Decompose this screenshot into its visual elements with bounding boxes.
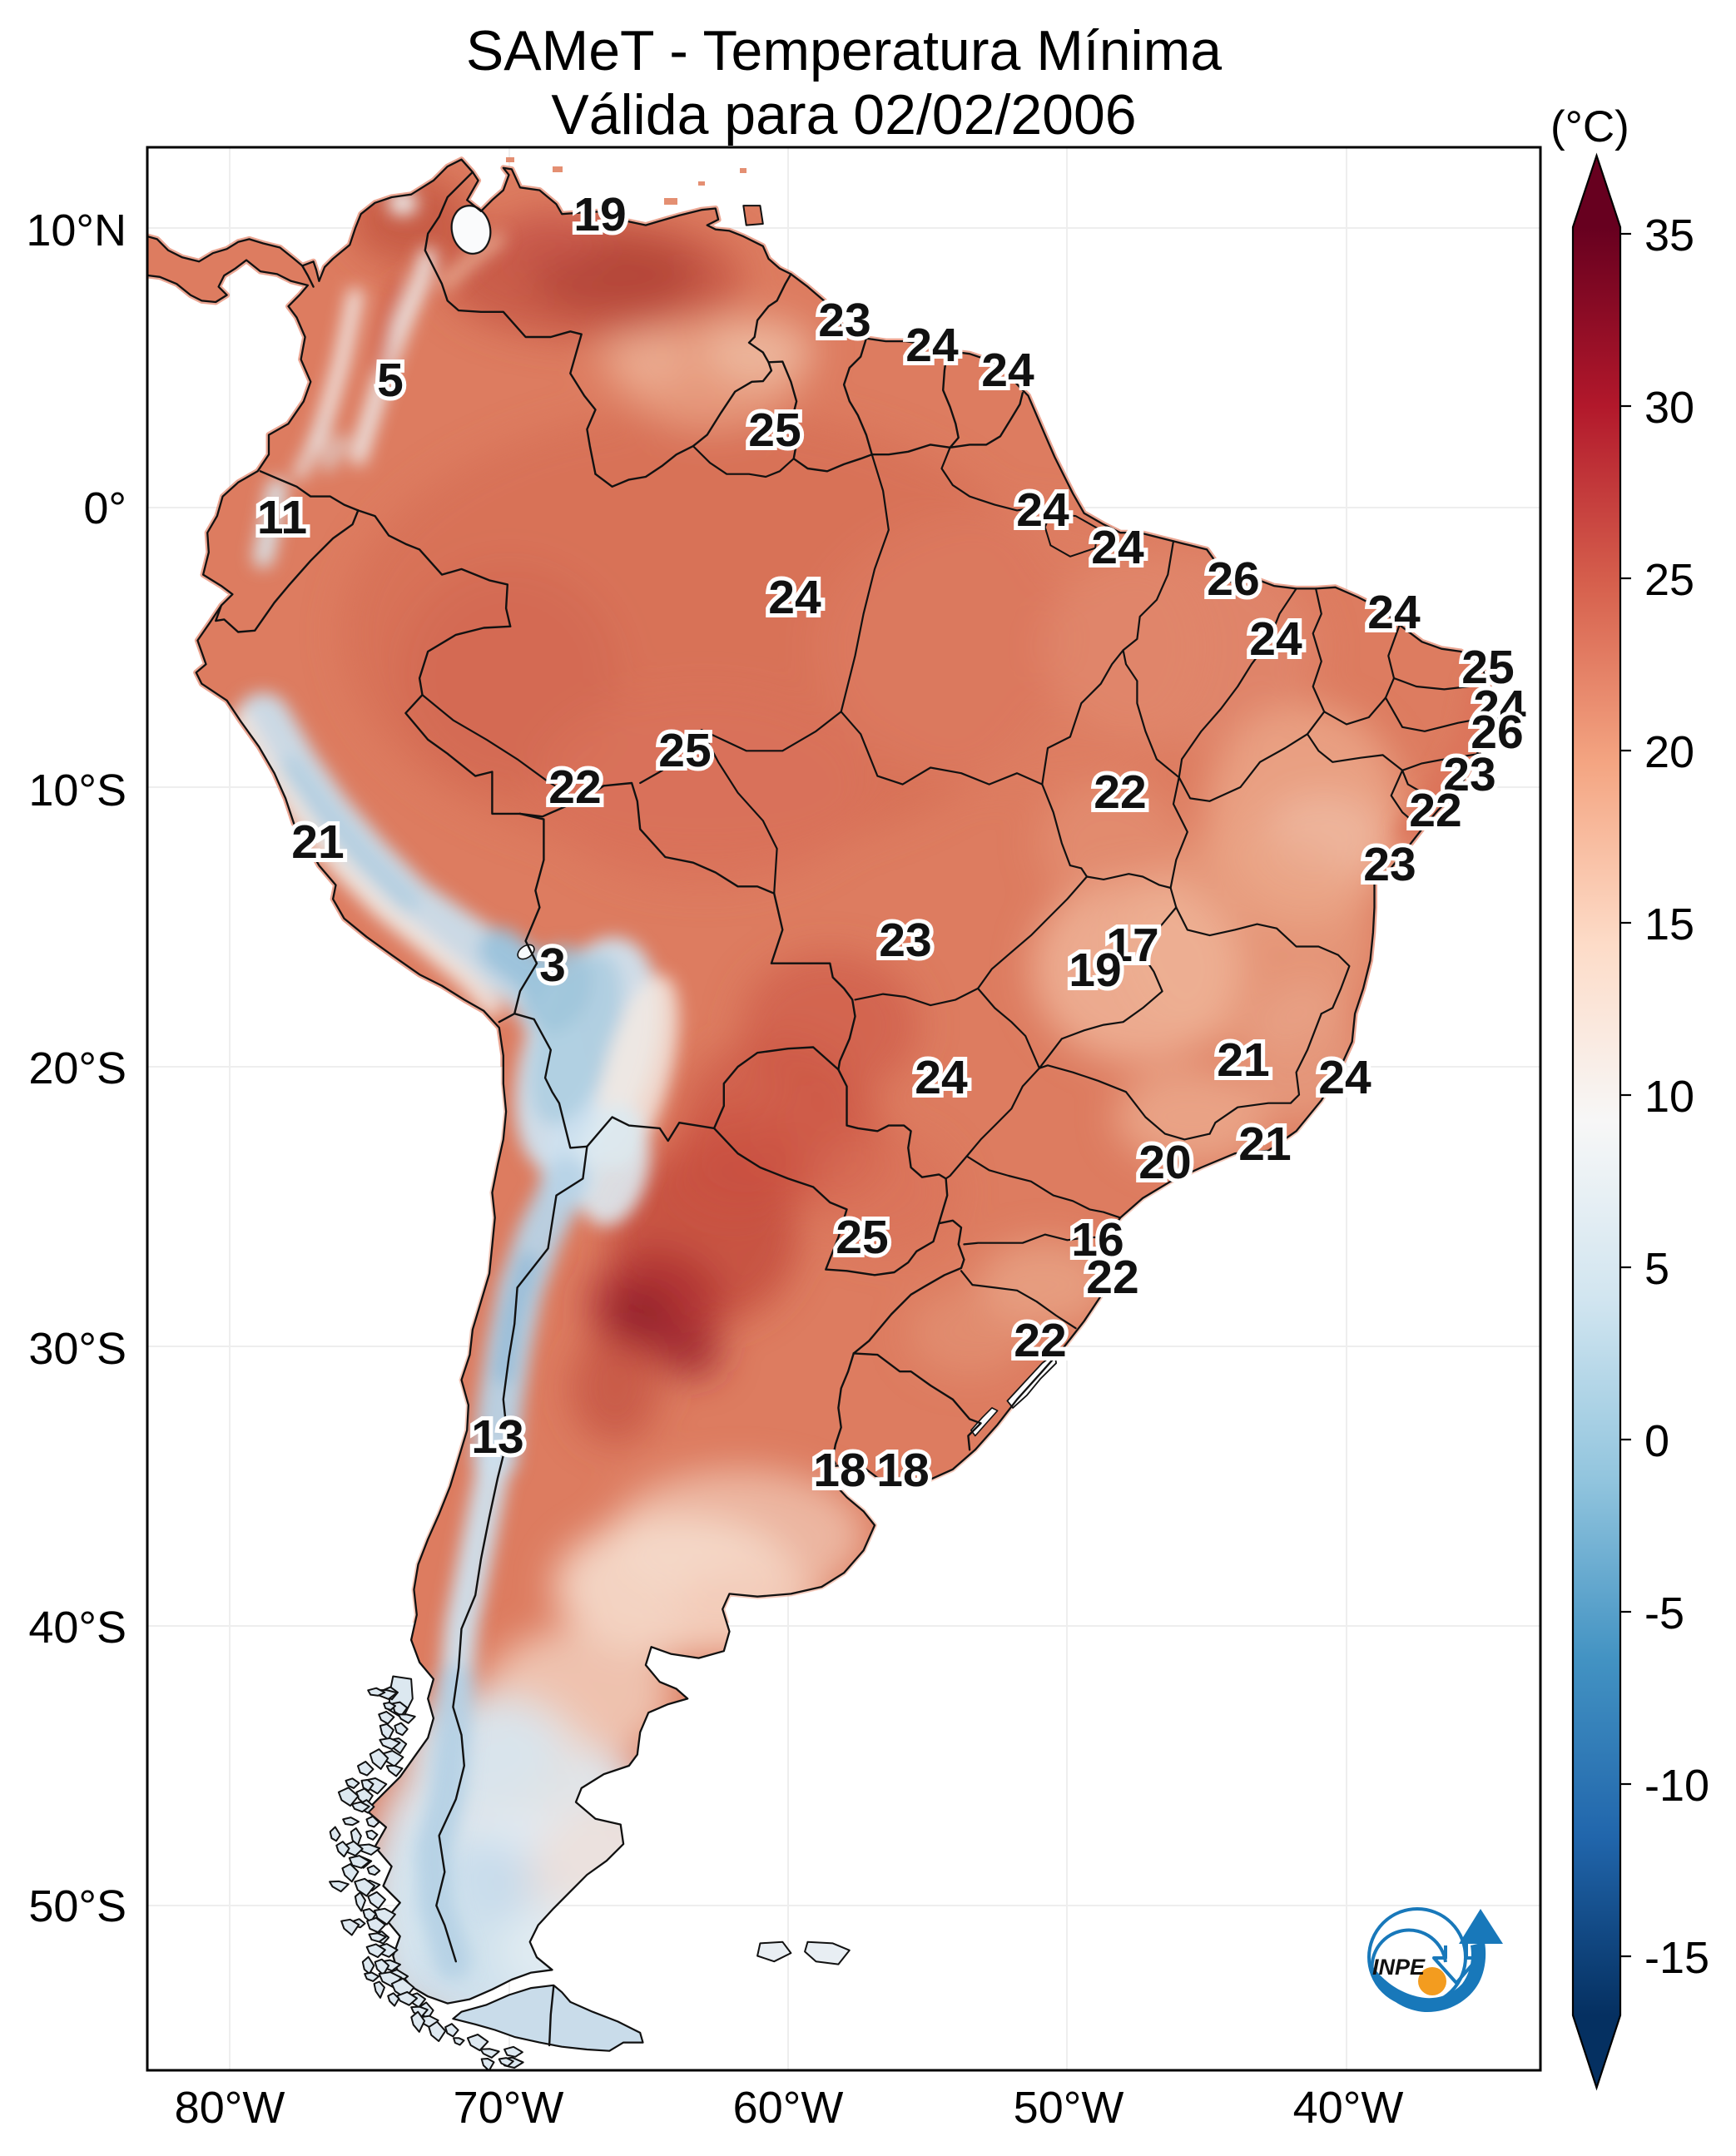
- svg-text:INPE: INPE: [1372, 1955, 1426, 1980]
- svg-text:-10: -10: [1644, 1761, 1709, 1811]
- svg-text:23: 23: [818, 294, 870, 347]
- svg-text:22: 22: [1014, 1314, 1066, 1367]
- svg-text:18: 18: [813, 1444, 866, 1497]
- svg-text:35: 35: [1644, 211, 1694, 260]
- svg-text:30°S: 30°S: [28, 1324, 126, 1374]
- svg-text:21: 21: [291, 815, 344, 869]
- svg-text:25: 25: [836, 1211, 888, 1264]
- svg-text:50°W: 50°W: [1014, 2083, 1124, 2133]
- svg-text:-15: -15: [1644, 1933, 1709, 1983]
- svg-text:25: 25: [748, 404, 801, 457]
- svg-text:Válida para 02/02/2006: Válida para 02/02/2006: [551, 83, 1136, 146]
- svg-text:-5: -5: [1644, 1589, 1684, 1638]
- svg-text:24: 24: [1091, 521, 1144, 574]
- svg-text:24: 24: [915, 1051, 968, 1104]
- svg-text:24: 24: [1473, 681, 1526, 734]
- svg-text:25: 25: [1644, 555, 1694, 605]
- svg-text:24: 24: [981, 344, 1034, 397]
- svg-text:22: 22: [1086, 1251, 1138, 1304]
- svg-text:24: 24: [1367, 586, 1421, 639]
- svg-text:22: 22: [548, 761, 601, 814]
- svg-text:40°S: 40°S: [28, 1603, 126, 1653]
- svg-text:25: 25: [658, 724, 711, 777]
- svg-text:21: 21: [1217, 1033, 1269, 1087]
- svg-text:(°C): (°C): [1550, 102, 1629, 151]
- svg-text:20°S: 20°S: [28, 1043, 126, 1093]
- svg-text:5: 5: [1644, 1244, 1669, 1294]
- svg-text:23: 23: [1443, 748, 1495, 801]
- svg-text:20: 20: [1644, 727, 1694, 777]
- svg-text:18: 18: [876, 1444, 929, 1497]
- svg-text:10°S: 10°S: [28, 766, 126, 815]
- svg-text:SAMeT - Temperatura Mínima: SAMeT - Temperatura Mínima: [466, 19, 1222, 82]
- svg-text:17: 17: [1106, 919, 1158, 972]
- svg-text:5: 5: [377, 354, 404, 407]
- svg-text:24: 24: [1016, 483, 1069, 537]
- svg-text:11: 11: [257, 491, 307, 544]
- svg-text:24: 24: [905, 319, 959, 372]
- svg-text:19: 19: [1069, 944, 1121, 997]
- svg-text:40°W: 40°W: [1293, 2083, 1404, 2133]
- svg-text:20: 20: [1138, 1136, 1191, 1189]
- svg-text:15: 15: [1644, 900, 1694, 949]
- svg-text:19: 19: [573, 188, 626, 241]
- svg-text:24: 24: [1318, 1051, 1371, 1104]
- svg-text:80°W: 80°W: [175, 2083, 285, 2133]
- svg-text:22: 22: [1094, 766, 1146, 819]
- svg-text:23: 23: [1363, 838, 1416, 891]
- svg-text:10: 10: [1644, 1072, 1694, 1122]
- svg-text:25: 25: [1461, 641, 1514, 694]
- svg-text:26: 26: [1207, 553, 1259, 606]
- svg-text:60°W: 60°W: [733, 2083, 844, 2133]
- svg-text:70°W: 70°W: [454, 2083, 564, 2133]
- svg-text:13: 13: [471, 1410, 523, 1464]
- svg-text:3: 3: [539, 939, 566, 992]
- svg-text:50°S: 50°S: [28, 1881, 126, 1931]
- svg-text:10°N: 10°N: [26, 206, 126, 255]
- svg-text:26: 26: [1471, 706, 1523, 759]
- svg-text:16: 16: [1071, 1213, 1123, 1266]
- svg-text:24: 24: [1249, 612, 1302, 666]
- svg-text:24: 24: [768, 571, 821, 624]
- svg-text:0: 0: [1644, 1416, 1669, 1466]
- svg-text:0°: 0°: [83, 483, 126, 533]
- svg-text:30: 30: [1644, 383, 1694, 433]
- svg-text:21: 21: [1238, 1118, 1291, 1171]
- svg-text:22: 22: [1409, 784, 1461, 837]
- svg-text:23: 23: [879, 914, 931, 967]
